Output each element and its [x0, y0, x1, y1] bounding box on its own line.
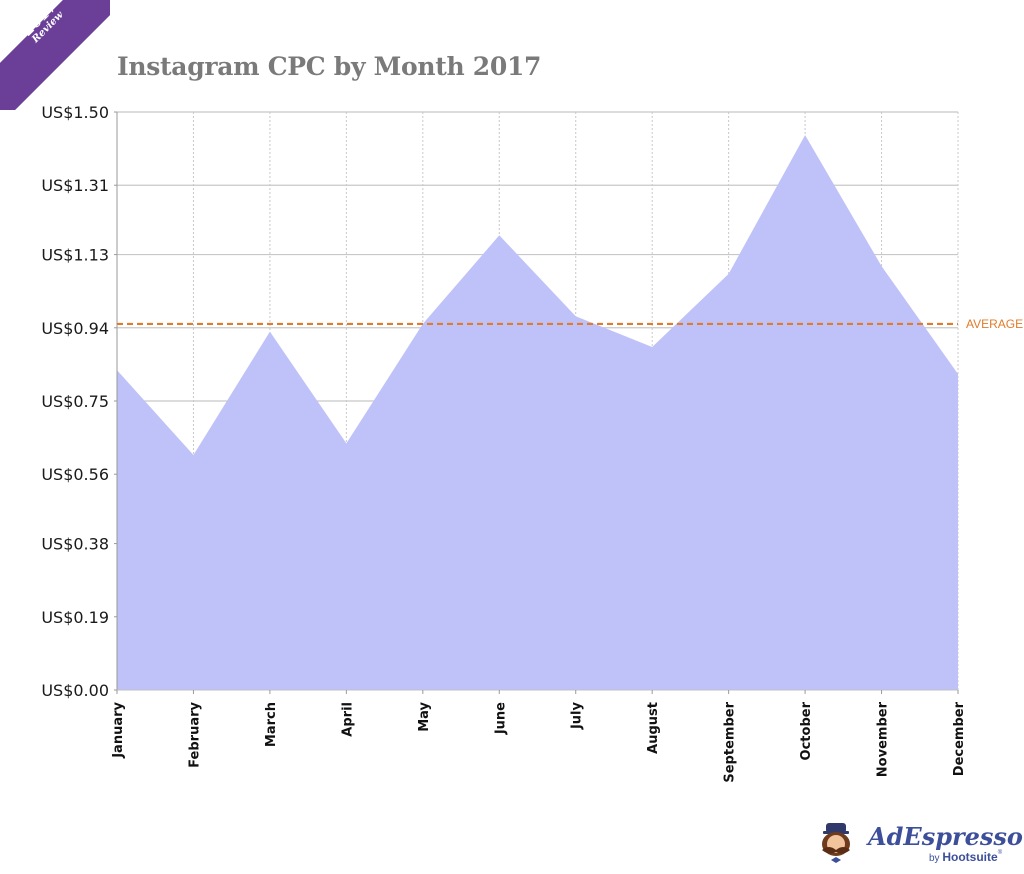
y-tick-label: US$0.19	[41, 608, 109, 627]
x-tick-label: February	[187, 701, 202, 767]
y-tick-label: US$0.00	[41, 681, 109, 700]
x-tick-label: July	[570, 701, 585, 730]
x-axis-ticks: January February March April May June July Augu…	[111, 701, 967, 782]
y-tick-label: US$0.94	[41, 319, 109, 338]
mustache-mascot-icon	[822, 823, 850, 863]
by-name: Hootsuite	[942, 850, 998, 864]
chart-title: Instagram CPC by Month 2017	[117, 52, 542, 81]
y-axis-ticks: US$0.00 US$0.19 US$0.38 US$0.56 US$0.75 US$0.…	[41, 103, 109, 700]
trademark: ®	[997, 850, 1003, 856]
area-fill	[117, 135, 958, 690]
x-tick-label: March	[264, 702, 279, 747]
by-prefix: by	[929, 853, 940, 864]
y-tick-label: US$1.50	[41, 103, 109, 122]
y-tick-label: US$1.31	[41, 176, 109, 195]
axes	[114, 111, 959, 694]
x-tick-label: October	[799, 701, 814, 760]
y-tick-label: US$0.38	[41, 535, 109, 554]
x-tick-label: June	[493, 702, 508, 735]
x-tick-label: April	[340, 702, 355, 737]
x-tick-label: December	[952, 701, 967, 776]
area-series	[116, 135, 959, 690]
x-tick-label: August	[646, 702, 661, 754]
y-tick-label: US$0.75	[41, 392, 109, 411]
brand-byline: by Hootsuite®	[929, 850, 1002, 864]
y-tick-label: US$0.56	[41, 465, 109, 484]
brand-name: AdEspresso	[868, 822, 1023, 851]
average-line-group: AVERAGE	[117, 317, 1023, 331]
adespresso-logo: AdEspresso by Hootsuite®	[816, 820, 1023, 868]
x-tick-label: May	[417, 701, 432, 731]
x-tick-label: September	[723, 701, 738, 782]
x-tick-label: November	[876, 701, 891, 777]
x-tick-label: January	[111, 701, 126, 758]
average-label: AVERAGE	[966, 317, 1023, 331]
y-tick-label: US$1.13	[41, 246, 109, 265]
